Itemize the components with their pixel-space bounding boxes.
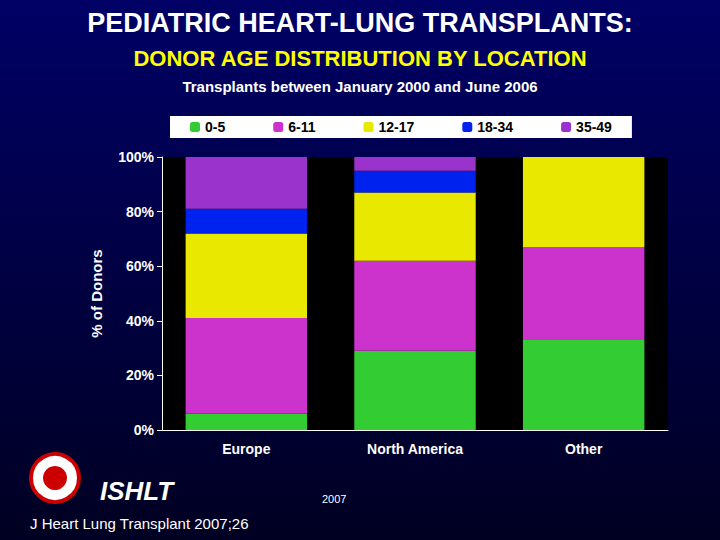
svg-text:0-5: 0-5 (205, 119, 225, 135)
svg-text:J Heart Lung Transplant 2007;2: J Heart Lung Transplant 2007;26 (30, 515, 248, 532)
svg-text:6-11: 6-11 (288, 119, 315, 135)
svg-text:35-49: 35-49 (576, 119, 612, 135)
svg-text:20%: 20% (126, 367, 155, 383)
svg-text:40%: 40% (126, 313, 155, 329)
svg-text:80%: 80% (126, 204, 155, 220)
svg-text:12-17: 12-17 (378, 119, 414, 135)
svg-text:18-34: 18-34 (477, 119, 513, 135)
svg-text:North America: North America (367, 441, 463, 457)
svg-text:ISHLT: ISHLT (100, 476, 175, 506)
svg-text:0%: 0% (134, 422, 155, 438)
svg-text:DONOR AGE DISTRIBUTION BY LOCA: DONOR AGE DISTRIBUTION BY LOCATION (133, 46, 586, 71)
svg-text:Europe: Europe (222, 441, 270, 457)
svg-text:2007: 2007 (322, 493, 346, 505)
svg-text:% of Donors: % of Donors (88, 249, 105, 337)
svg-text:Other: Other (565, 441, 603, 457)
svg-text:60%: 60% (126, 258, 155, 274)
svg-text:Transplants between January 20: Transplants between January 2000 and Jun… (182, 78, 537, 95)
svg-text:PEDIATRIC HEART-LUNG TRANSPLAN: PEDIATRIC HEART-LUNG TRANSPLANTS: (87, 8, 632, 38)
svg-text:100%: 100% (118, 149, 154, 165)
